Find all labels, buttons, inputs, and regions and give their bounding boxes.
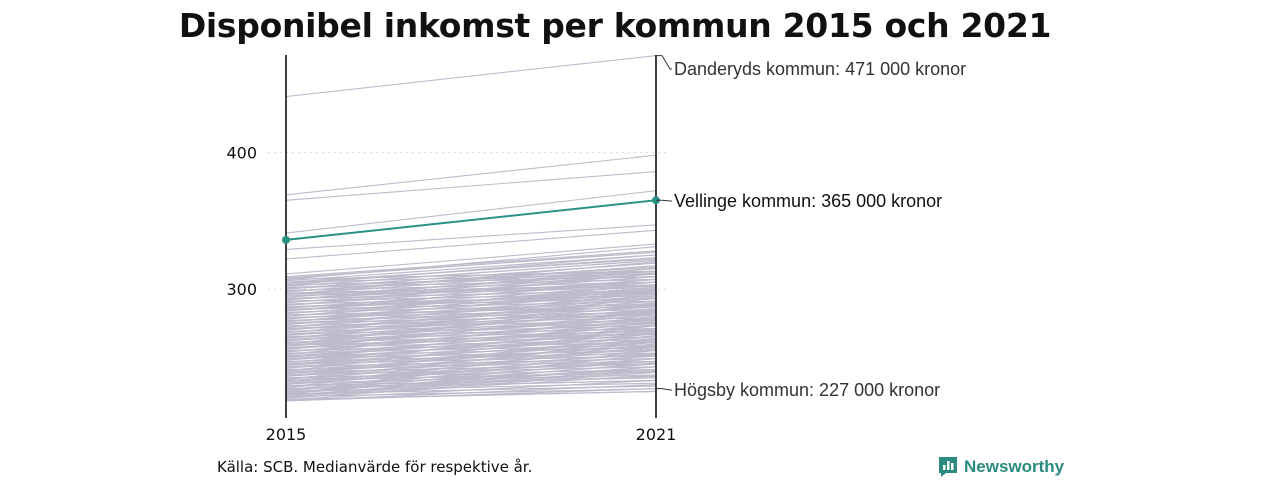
municipality-line [285, 341, 657, 369]
municipality-line [285, 267, 657, 296]
municipality-line [285, 55, 657, 98]
highlight-point-2015 [282, 235, 290, 244]
municipality-line [285, 360, 657, 388]
x-tick-label-2015: 2015 [266, 425, 307, 444]
highlight-series [282, 196, 660, 244]
municipality-line [285, 317, 657, 345]
municipality-line [285, 379, 657, 390]
municipality-line [285, 289, 657, 317]
municipality-line [285, 371, 657, 399]
source-note: Källa: SCB. Medianvärde för respektive å… [217, 458, 533, 476]
municipality-line [285, 300, 657, 328]
municipality-line [285, 338, 657, 367]
municipality-line [285, 250, 657, 278]
newsworthy-logo-icon [939, 457, 957, 477]
municipality-line [285, 366, 657, 394]
municipality-line [285, 390, 657, 401]
municipality-line [285, 278, 657, 289]
municipality-line [285, 336, 657, 364]
municipality-line [285, 229, 657, 260]
municipality-line [285, 347, 657, 375]
municipality-line [285, 368, 657, 397]
municipality-line [285, 270, 657, 298]
municipality-line [285, 319, 657, 347]
municipality-line [285, 352, 657, 380]
municipality-line [285, 388, 657, 402]
municipality-line [285, 349, 657, 377]
municipality-line [285, 300, 657, 311]
label-danderyd-leader [656, 55, 672, 70]
municipality-line [285, 308, 657, 337]
highlight-line [285, 199, 657, 241]
municipality-line [285, 303, 657, 331]
label-hogsby-leader [656, 388, 672, 391]
end-labels: 300 400 2015 2021 Danderyds kommun: 471 000 … [226, 55, 966, 444]
municipality-line [285, 311, 657, 339]
municipality-line [285, 190, 657, 234]
municipality-line [285, 265, 657, 293]
municipality-line [285, 363, 657, 391]
municipality-line [285, 388, 657, 398]
municipality-line [285, 325, 657, 353]
x-tick-label-2021: 2021 [636, 425, 677, 444]
y-tick-label-400: 400 [226, 144, 257, 163]
municipality-line [285, 257, 657, 285]
municipality-line [285, 284, 657, 312]
municipality-line [285, 344, 657, 372]
brand-name: Newsworthy [964, 457, 1065, 476]
municipality-line [285, 254, 657, 282]
municipality-line [285, 306, 657, 334]
y-tick-label-300: 300 [226, 280, 257, 299]
municipality-line [285, 314, 657, 342]
municipality-line [285, 327, 657, 356]
municipality-line [285, 287, 657, 315]
municipality-line [285, 330, 657, 358]
municipality-line [285, 382, 657, 392]
municipality-line [285, 355, 657, 383]
municipality-line [285, 333, 657, 361]
label-hogsby: Högsby kommun: 227 000 kronor [674, 380, 940, 400]
municipality-line [285, 251, 657, 279]
municipality-line [285, 385, 657, 395]
municipality-line [285, 278, 657, 306]
municipality-line [285, 224, 657, 250]
municipality-line [285, 254, 657, 286]
municipality-line [285, 154, 657, 196]
municipality-line [285, 243, 657, 275]
municipality-line [285, 377, 657, 387]
municipality-line [285, 171, 657, 201]
municipality-line [285, 322, 657, 350]
municipality-line [285, 292, 657, 320]
municipality-line [285, 259, 657, 287]
municipality-line [285, 273, 657, 301]
municipality-line [285, 281, 657, 309]
label-vellinge: Vellinge kommun: 365 000 kronor [674, 191, 942, 211]
label-danderyd: Danderyds kommun: 471 000 kronor [674, 59, 966, 79]
background-lines [285, 55, 657, 402]
municipality-line [285, 358, 657, 386]
municipality-line [285, 295, 657, 323]
municipality-line [285, 262, 657, 290]
chart-title: Disponibel inkomst per kommun 2015 och 2… [178, 6, 1052, 45]
label-vellinge-leader [656, 199, 672, 202]
brand-logo[interactable]: Newsworthy [938, 456, 1064, 478]
